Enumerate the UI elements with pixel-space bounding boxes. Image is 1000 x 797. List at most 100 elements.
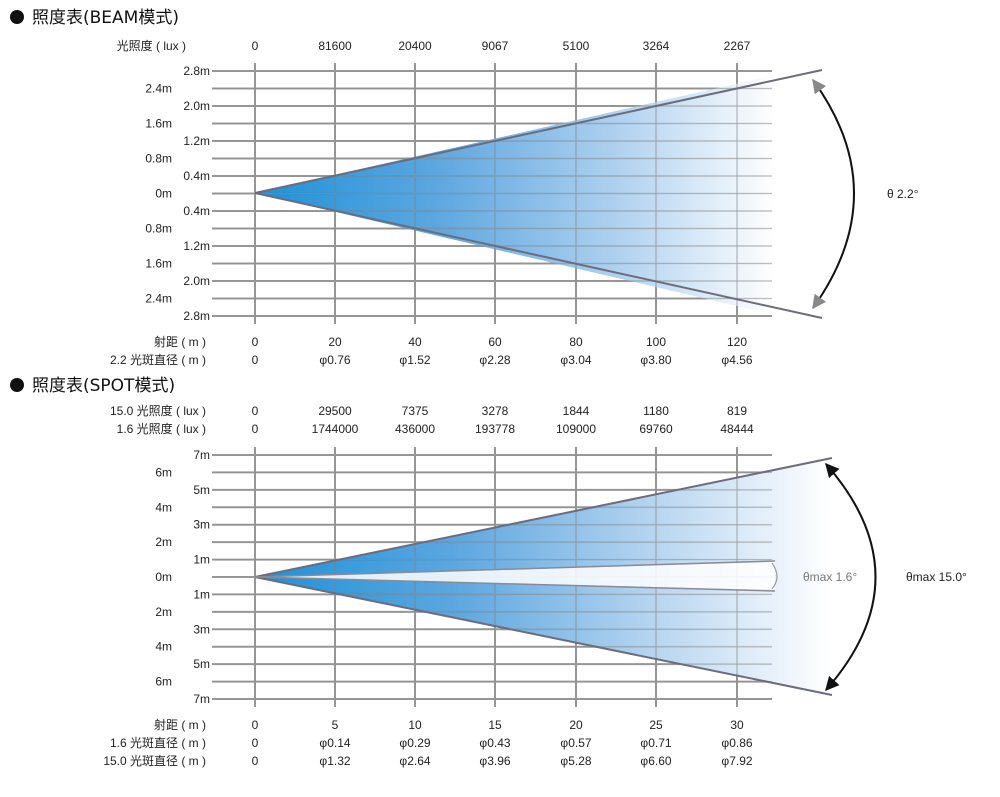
beam-title: 照度表(BEAM模式): [32, 8, 179, 28]
spot-lux-label-1: 15.0 光照度 ( lux ): [110, 403, 206, 418]
beam-distance-value: 80: [569, 335, 583, 349]
beam-diameter-value: φ4.56: [721, 353, 752, 367]
spot-y-label-right: 7m: [193, 692, 210, 706]
beam-distance-value: 20: [328, 335, 342, 349]
spot-lux-value-2: 193778: [475, 422, 515, 436]
spot-lux-value-1: 1180: [643, 404, 669, 418]
spot-narrow-beam: [255, 562, 775, 590]
spot-cone-bottom-edge: [254, 576, 833, 696]
spot-diameter-value-1: φ0.57: [560, 736, 591, 750]
spot-lux-value-2: 1744000: [312, 422, 359, 436]
spot-lux-value-1: 7375: [402, 404, 429, 418]
beam-y-label-right: 1.2m: [183, 239, 210, 253]
beam-distance-row: 0 20 40 60 80 100 120: [252, 335, 748, 349]
beam-section: 照度表(BEAM模式) 光照度 ( lux ) 0 81600 20400 9067 5…: [10, 8, 919, 367]
beam-cone-bottom-edge: [254, 192, 823, 319]
spot-lux-value-2: 109000: [556, 422, 596, 436]
beam-lux-value: 5100: [563, 39, 590, 53]
spot-diameter-value-2: 0: [252, 754, 259, 768]
spot-diameter-value-1: φ0.29: [399, 736, 430, 750]
beam-lux-value: 2267: [724, 39, 751, 53]
beam-y-label-right: 2.0m: [183, 99, 210, 113]
spot-y-label-right: 7m: [193, 448, 210, 462]
spot-angle-arc: [825, 462, 877, 692]
spot-distance-value: 10: [408, 718, 422, 732]
beam-lux-value: 3264: [643, 39, 670, 53]
beam-lux-row: 0 81600 20400 9067 5100 3264 2267: [252, 39, 751, 53]
beam-lux-value: 9067: [482, 39, 509, 53]
beam-diameter-value: φ2.28: [479, 353, 510, 367]
spot-diameter-row-1: 0 φ0.14 φ0.29 φ0.43 φ0.57 φ0.71 φ0.86: [252, 736, 753, 750]
beam-lux-value: 20400: [398, 39, 432, 53]
spot-diameter-value-2: φ5.28: [560, 754, 591, 768]
spot-diameter-value-2: φ1.32: [319, 754, 350, 768]
spot-diameter-row-2: 0 φ1.32 φ2.64 φ3.96 φ5.28 φ6.60 φ7.92: [252, 754, 753, 768]
spot-diameter-value-2: φ6.60: [640, 754, 671, 768]
spot-distance-value: 5: [332, 718, 339, 732]
beam-cone: [255, 75, 775, 315]
spot-y-labels-left: 6m 4m 2m 0m 2m 4m 6m: [155, 465, 172, 688]
spot-diameter-value-1: φ0.43: [479, 736, 510, 750]
spot-y-label-left: 2m: [155, 535, 172, 549]
beam-y-label-right: 0.4m: [183, 169, 210, 183]
spot-y-label-right: 1m: [193, 587, 210, 601]
spot-title-bullet: [10, 378, 24, 392]
beam-y-label-left: 1.6m: [145, 257, 172, 271]
spot-lux-value-2: 0: [252, 422, 259, 436]
spot-distance-value: 30: [730, 718, 744, 732]
spot-lux-value-1: 3278: [482, 404, 509, 418]
spot-angle-small-label: θmax 1.6°: [803, 570, 857, 584]
spot-narrow-angle-arc: [771, 562, 778, 590]
spot-angle-large-label: θmax 15.0°: [906, 570, 967, 584]
spot-lux-value-1: 29500: [318, 404, 352, 418]
spot-y-label-left: 6m: [155, 465, 172, 479]
spot-title: 照度表(SPOT模式): [32, 376, 175, 396]
spot-diameter-label-1: 1.6 光斑直径 ( m ): [110, 736, 206, 750]
beam-diameter-value: 0: [252, 353, 259, 367]
spot-diameter-label-2: 15.0 光斑直径 ( m ): [103, 754, 206, 768]
spot-diameter-value-1: φ0.14: [319, 736, 350, 750]
beam-y-label-right: 2.8m: [183, 64, 210, 78]
beam-angle-label: θ 2.2°: [887, 187, 919, 201]
spot-lux-row-2: 0 1744000 436000 193778 109000 69760 48444: [252, 422, 754, 436]
beam-distance-value: 120: [727, 335, 747, 349]
beam-lux-value: 81600: [318, 39, 352, 53]
beam-diameter-value: φ0.76: [319, 353, 350, 367]
beam-diameter-value: φ3.80: [640, 353, 671, 367]
beam-distance-value: 100: [646, 335, 666, 349]
spot-lux-value-2: 69760: [639, 422, 673, 436]
spot-y-label-left: 2m: [155, 605, 172, 619]
spot-y-label-right: 5m: [193, 483, 210, 497]
spot-y-label-left: 4m: [155, 500, 172, 514]
spot-narrow-top-edge: [254, 560, 776, 578]
beam-diameter-label: 2.2 光斑直径 ( m ): [110, 353, 206, 367]
spot-lux-label-2: 1.6 光照度 ( lux ): [117, 421, 206, 436]
spot-y-label-left: 0m: [155, 570, 172, 584]
beam-y-label-right: 0.4m: [183, 204, 210, 218]
beam-y-label-left: 0.8m: [145, 222, 172, 236]
spot-y-label-left: 4m: [155, 640, 172, 654]
spot-distance-value: 25: [649, 718, 663, 732]
spot-diameter-value-1: φ0.71: [640, 736, 671, 750]
beam-y-label-left: 0m: [155, 187, 172, 201]
spot-diameter-value-2: φ3.96: [479, 754, 510, 768]
beam-y-label-left: 1.6m: [145, 117, 172, 131]
beam-lux-value: 0: [252, 39, 259, 53]
beam-y-label-left: 2.4m: [145, 292, 172, 306]
spot-y-label-right: 5m: [193, 657, 210, 671]
spot-cone-top-edge: [254, 457, 833, 578]
spot-narrow-bottom-edge: [254, 576, 776, 592]
spot-y-labels-right: 7m 5m 3m 1m 1m 3m 5m 7m: [193, 448, 210, 706]
beam-distance-value: 60: [488, 335, 502, 349]
spot-distance-row: 0 5 10 15 20 25 30: [252, 718, 744, 732]
beam-title-bullet: [10, 10, 24, 24]
spot-lux-value-2: 436000: [395, 422, 435, 436]
spot-section: 照度表(SPOT模式) 15.0 光照度 ( lux ) 0 29500 7375 3…: [10, 376, 967, 768]
spot-diameter-value-2: φ7.92: [721, 754, 752, 768]
spot-lux-value-1: 819: [727, 404, 747, 418]
beam-y-label-right: 2.0m: [183, 274, 210, 288]
spot-distance-value: 20: [569, 718, 583, 732]
beam-distance-value: 0: [252, 335, 259, 349]
beam-lux-label: 光照度 ( lux ): [117, 38, 186, 53]
